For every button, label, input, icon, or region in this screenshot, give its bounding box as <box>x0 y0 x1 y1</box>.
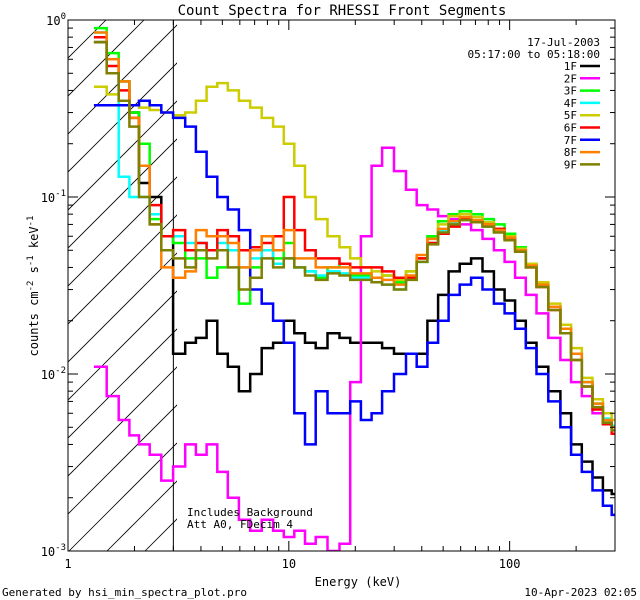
legend-label-6F: 6F <box>564 122 577 135</box>
legend-label-4F: 4F <box>564 97 577 110</box>
x-axis-label: Energy (keV) <box>315 575 402 589</box>
legend-label-1F: 1F <box>564 60 577 73</box>
x-tick-label: 1 <box>64 557 71 571</box>
legend-label-3F: 3F <box>564 85 577 98</box>
hatch-line <box>68 24 177 135</box>
annotation-background: Includes Background <box>187 506 313 519</box>
generation-timestamp: 10-Apr-2023 02:05 <box>524 586 637 599</box>
y-tick-label: 10-2 <box>41 366 66 382</box>
hatch-line <box>68 100 177 211</box>
y-axis-label: counts cm-2 s-1 keV-1 <box>26 216 41 357</box>
hatch-line <box>68 214 177 325</box>
x-tick-label: 10 <box>282 557 296 571</box>
series-2F-line <box>93 146 615 551</box>
hatch-line <box>68 442 177 551</box>
hatch-line <box>68 176 177 287</box>
y-tick-labels: 100 10-1 10-2 10-3 <box>41 12 66 559</box>
x-tick-label: 100 <box>499 557 521 571</box>
legend-label-8F: 8F <box>564 146 577 159</box>
legend-label-7F: 7F <box>564 134 577 147</box>
series-7F-line <box>93 99 615 517</box>
hatch-line <box>68 20 107 59</box>
series-layer <box>93 26 615 551</box>
hatch-line <box>68 366 177 477</box>
y-tick-label: 10-3 <box>41 543 66 559</box>
annotation-attenuator: Att A0, FDecim 4 <box>187 518 293 531</box>
x-tick-labels: 1 10 100 <box>64 557 520 571</box>
series-9F-line <box>93 40 615 432</box>
hatch-line <box>106 480 177 551</box>
axis-ticks <box>67 19 616 552</box>
hatch-line <box>68 62 177 173</box>
observation-time-range: 05:17:00 to 05:18:00 <box>468 48 600 61</box>
legend-label-5F: 5F <box>564 109 577 122</box>
observation-date: 17-Jul-2003 <box>527 36 600 49</box>
chart-title: Count Spectra for RHESSI Front Segments <box>178 3 507 19</box>
generated-by-note: Generated by hsi_min_spectra_plot.pro <box>2 586 247 599</box>
legend-label-2F: 2F <box>564 72 577 85</box>
hatch-line <box>68 404 177 515</box>
y-tick-label: 10-1 <box>41 189 66 205</box>
legend-label-9F: 9F <box>564 158 577 171</box>
plot-frame <box>67 19 616 552</box>
y-tick-label: 100 <box>46 12 66 28</box>
hatch-line <box>68 252 177 363</box>
